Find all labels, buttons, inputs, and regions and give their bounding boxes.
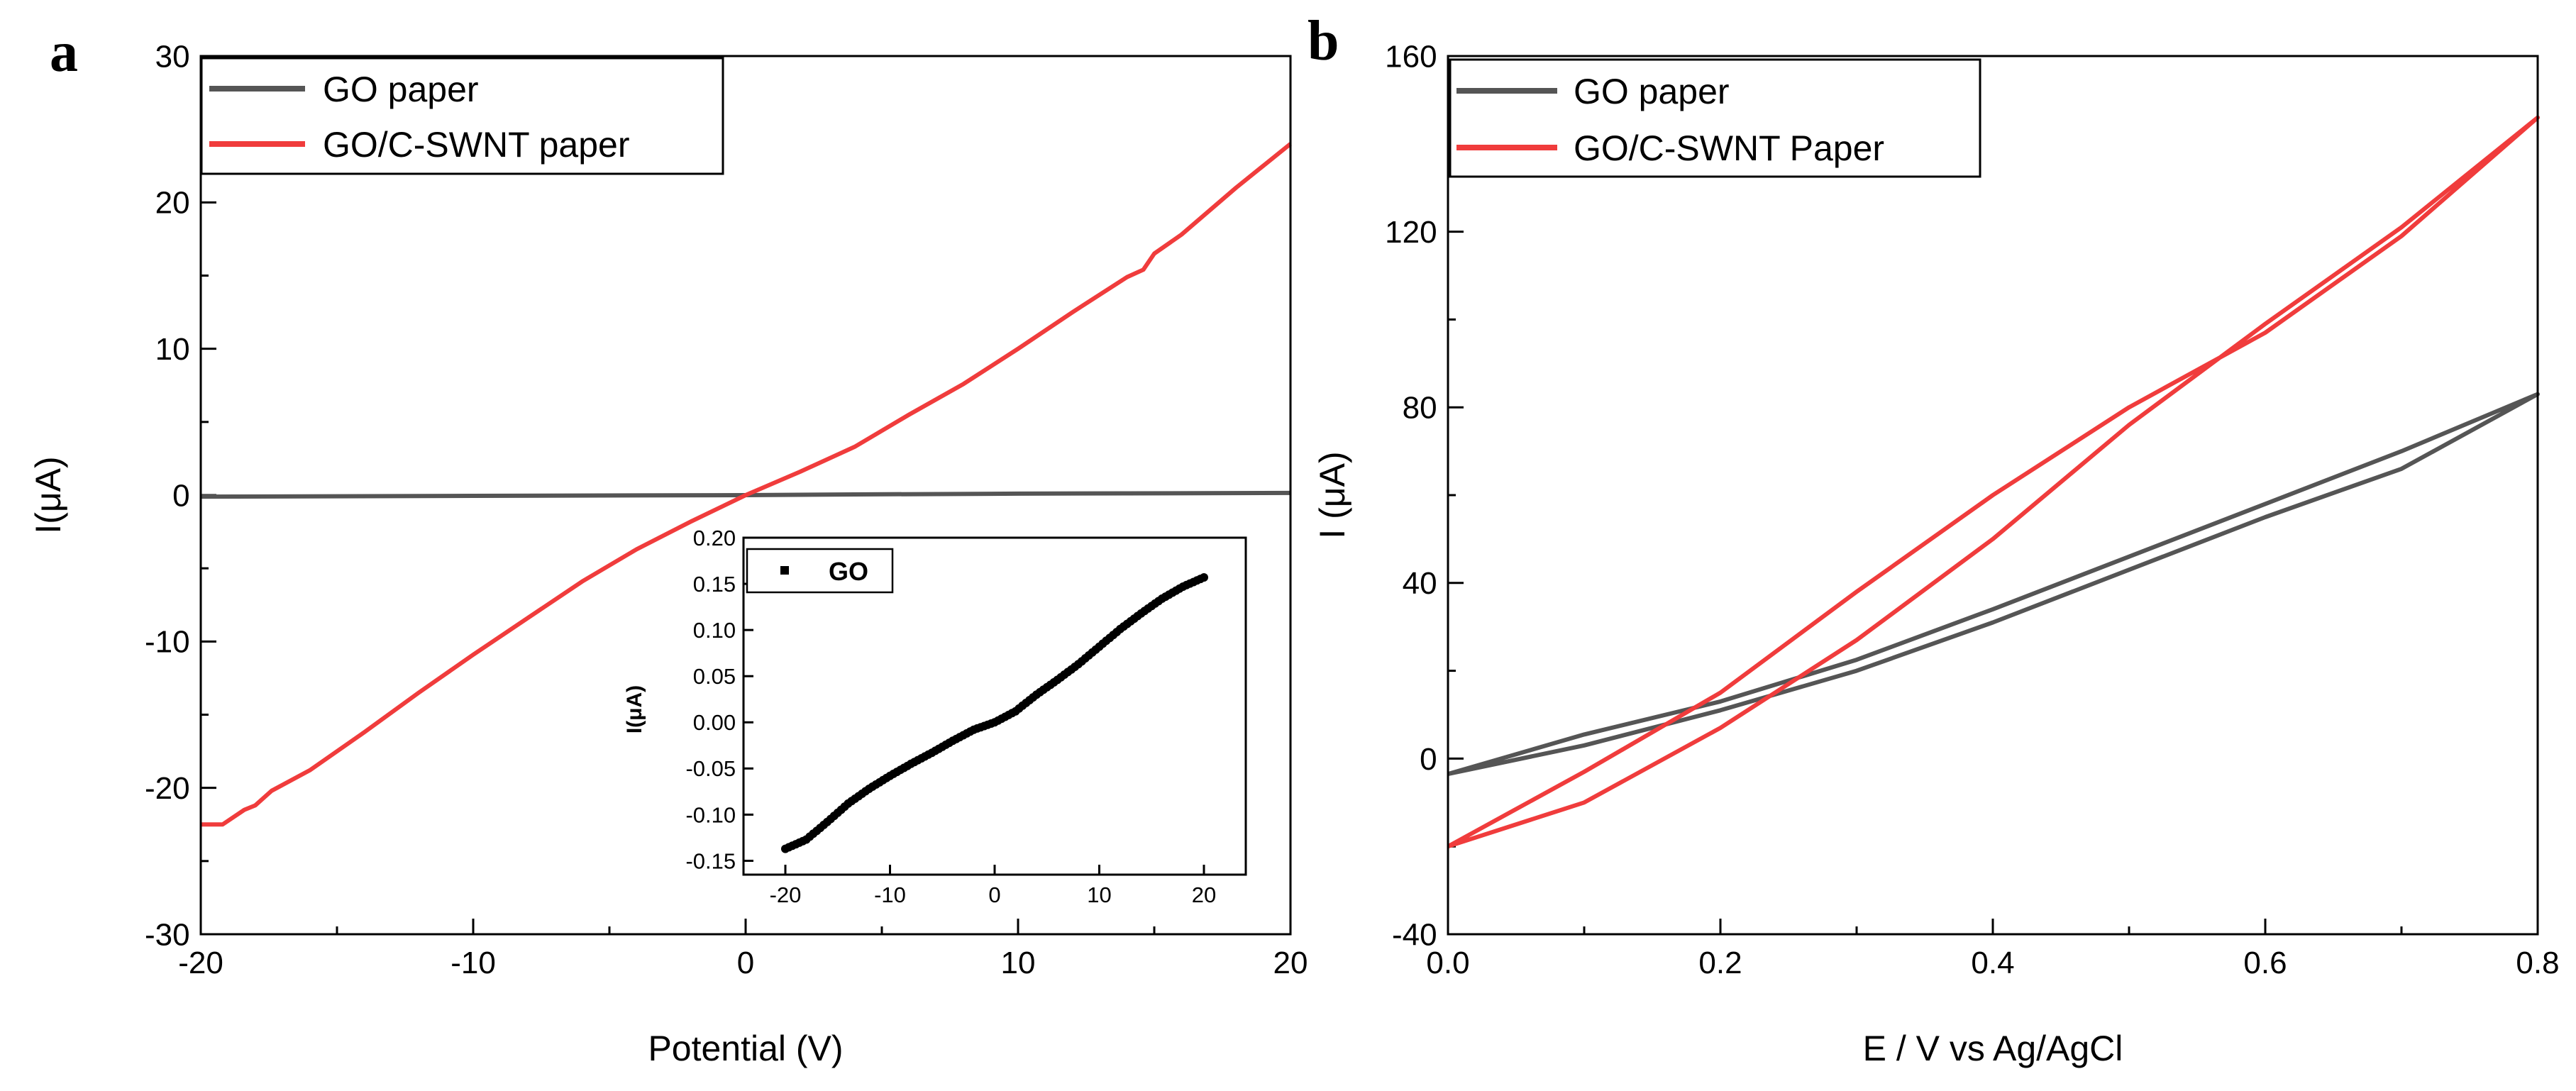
panel-b: b 0.0 0.2 0.4 0.6 0.8 -40 0 40 80 120 160 GO paper… — [1308, 10, 2560, 1068]
panel-a-y-tick-label: -30 — [145, 917, 190, 952]
panel-a-x-tick-label: 20 — [1273, 946, 1308, 980]
panel-b-y-tick-label: 80 — [1403, 391, 1437, 426]
panel-b-tick-labels: 0.0 0.2 0.4 0.6 0.8 -40 0 40 80 120 160 — [1385, 39, 2559, 980]
panel-b-letter: b — [1308, 10, 1339, 72]
inset-y-tick-label: 0.10 — [693, 618, 736, 643]
panel-b-series-line-0 — [1447, 392, 2540, 777]
panel-a-y-axis-title: I(μA) — [28, 456, 68, 533]
panel-a-y-tick-label: -20 — [145, 771, 190, 806]
panel-a-series — [200, 142, 1292, 827]
panel-b-series — [1447, 115, 2540, 849]
panel-a-letter: a — [50, 21, 78, 84]
panel-a-x-tick-label: -20 — [178, 946, 223, 980]
inset-y-axis-title: I(μA) — [623, 685, 646, 733]
panel-b-plot-frame — [1447, 55, 2539, 936]
inset-x-tick-label: 0 — [988, 882, 1000, 907]
panel-b-x-tick-label: 0.8 — [2516, 946, 2559, 980]
inset-y-tick-label: -0.15 — [685, 848, 736, 873]
inset-y-tick-label: -0.10 — [685, 802, 736, 827]
panel-a-y-tick-label: 20 — [155, 186, 190, 221]
panel-b-x-tick-label: 0.6 — [2243, 946, 2287, 980]
panel-b-legend-box — [1449, 58, 1981, 178]
inset-x-tick-label: -20 — [770, 882, 802, 907]
inset-x-tick-label: -10 — [874, 882, 906, 907]
inset-y-tick-label: 0.05 — [693, 664, 736, 689]
panel-b-ticks — [1447, 55, 2539, 936]
panel-a-series-line-1 — [201, 142, 1292, 827]
panel-a-legend-box — [200, 57, 724, 175]
inset-tick-labels: -20 -10 0 10 20 -0.15 -0.10 -0.05 0.00 0.05 0.10 0.… — [685, 526, 1216, 907]
inset-y-tick-label: 0.20 — [693, 526, 736, 550]
panel-b-x-tick-label: 0.0 — [1426, 946, 1469, 980]
panel-b-y-tick-label: 160 — [1385, 39, 1437, 74]
panel-b-y-tick-label: 40 — [1403, 566, 1437, 601]
panel-b-x-tick-label: 0.4 — [1971, 946, 2014, 980]
inset-legend-box — [746, 548, 894, 594]
panel-b-y-tick-label: -40 — [1392, 917, 1437, 952]
panel-a-y-tick-label: -10 — [145, 625, 190, 660]
legend-cswnt-label: GO/C-SWNT paper — [323, 125, 630, 165]
legend-b-cswnt-label: GO/C-SWNT Paper — [1574, 128, 1884, 168]
inset-y-tick-label: 0.00 — [693, 710, 736, 735]
panel-a-y-tick-label: 30 — [155, 39, 190, 74]
legend-go-label: GO paper — [323, 70, 479, 109]
inset-legend-marker — [780, 566, 789, 575]
panel-b-y-tick-label: 120 — [1385, 215, 1437, 250]
inset-frame — [742, 536, 1247, 876]
inset-series — [781, 573, 1208, 853]
panel-a-x-tick-label: -10 — [450, 946, 496, 980]
panel-b-y-tick-label: 0 — [1420, 742, 1437, 777]
panel-a-inset: -20 -10 0 10 20 -0.15 -0.10 -0.05 0.00 0.05 0.10 0.… — [623, 526, 1247, 907]
panel-b-x-axis-title: E / V vs Ag/AgCl — [1863, 1029, 2123, 1068]
panel-a-y-tick-label: 0 — [172, 478, 189, 513]
legend-b-go-label: GO paper — [1574, 72, 1730, 111]
inset-y-tick-label: 0.15 — [693, 572, 736, 597]
inset-legend: GO — [746, 548, 894, 594]
inset-x-tick-label: 20 — [1192, 882, 1216, 907]
panel-a-x-tick-label: 10 — [1001, 946, 1036, 980]
panel-a-y-tick-label: 10 — [155, 332, 190, 367]
panel-b-x-tick-label: 0.2 — [1698, 946, 1742, 980]
panel-a-series-line-0 — [200, 490, 1291, 499]
panel-a-x-tick-label: 0 — [737, 946, 754, 980]
panel-a-x-axis-title: Potential (V) — [648, 1029, 843, 1068]
inset-y-tick-label: -0.05 — [685, 756, 736, 781]
panel-a-legend: GO paper GO/C-SWNT paper — [200, 57, 724, 175]
inset-x-tick-label: 10 — [1087, 882, 1111, 907]
panel-b-y-axis-title: I (μA) — [1312, 451, 1352, 538]
panel-a-plot-frame — [199, 55, 1292, 936]
inset-data-point — [1200, 573, 1208, 582]
panel-b-legend: GO paper GO/C-SWNT Paper — [1449, 58, 1981, 178]
inset-legend-label: GO — [829, 557, 868, 586]
